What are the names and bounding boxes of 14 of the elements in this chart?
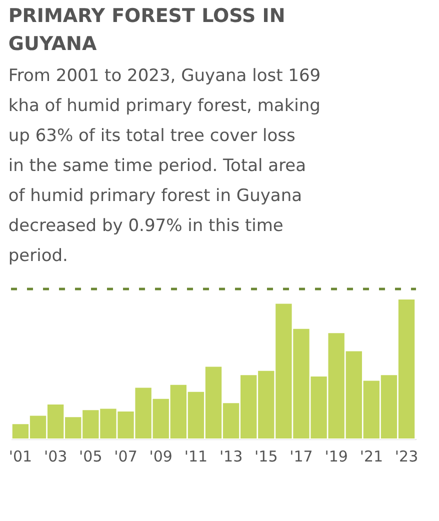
x-tick-label: '03 — [44, 448, 68, 466]
x-tick-label: '13 — [219, 448, 243, 466]
chart-subtitle: From 2001 to 2023, Guyana lost 169 kha of humid primary forest, making up 63% of its total tree cover loss in the same time period. Total area of humid primary forest in Guyana decreased by 0.97% in this time period. — [8, 66, 321, 266]
x-tick-label: '05 — [79, 448, 102, 466]
x-tick-label: '19 — [324, 448, 348, 466]
x-tick-label: '09 — [149, 448, 172, 466]
x-tick-label: '01 — [8, 448, 32, 466]
x-tick-label: '23 — [394, 448, 418, 466]
chart-title: PRIMARY FOREST LOSS IN GUYANA — [8, 4, 286, 55]
x-tick-label: '11 — [184, 448, 208, 466]
x-tick-label: '21 — [360, 448, 384, 466]
x-tick-label: '15 — [254, 448, 278, 466]
x-tick-label: '17 — [290, 448, 313, 466]
x-tick-label: '07 — [114, 448, 138, 466]
